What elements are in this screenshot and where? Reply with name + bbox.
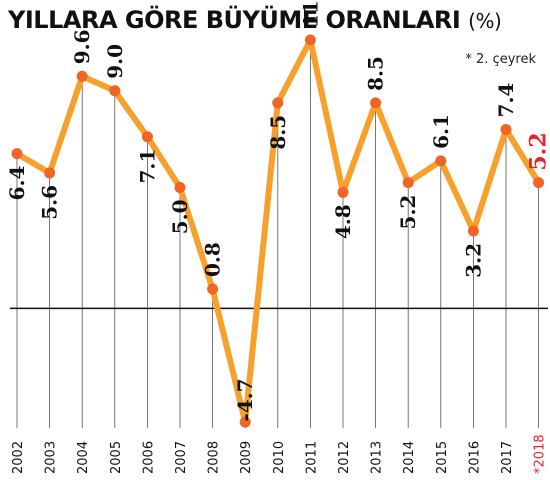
chart-title: YILLARA GÖRE BÜYÜME ORANLARI (%)	[8, 6, 502, 34]
value-label-2015: 6.1	[429, 114, 453, 149]
x-tick-label-2018: *2018	[533, 434, 548, 474]
x-tick-label-2017: 2017	[500, 441, 515, 474]
x-tick-label-2016: 2016	[467, 441, 482, 474]
value-label-2005: 9.0	[103, 44, 127, 79]
x-tick-label-2004: 2004	[76, 441, 91, 474]
value-label-2009: -4.7	[233, 378, 257, 421]
data-point-2008	[207, 283, 219, 295]
data-point-2014	[402, 177, 414, 189]
value-label-2018: 5.2	[526, 132, 550, 170]
x-tick-label-2013: 2013	[370, 441, 385, 474]
value-label-2017: 7.4	[494, 83, 518, 118]
x-tick-label-2007: 2007	[174, 441, 189, 474]
data-point-2004	[76, 70, 88, 82]
x-tick-label-2015: 2015	[435, 441, 450, 474]
data-point-2015	[435, 155, 447, 167]
data-point-2003	[44, 167, 56, 179]
data-point-2009	[239, 416, 251, 428]
data-point-2013	[370, 97, 382, 109]
data-point-2011	[304, 34, 316, 46]
x-tick-label-2006: 2006	[141, 441, 156, 474]
value-label-2012: 4.8	[331, 204, 355, 239]
data-point-2007	[174, 181, 186, 193]
chart-note: * 2. çeyrek	[465, 52, 536, 67]
data-point-2005	[109, 85, 121, 97]
value-label-2002: 6.4	[5, 166, 29, 201]
value-label-2010: 8.5	[266, 115, 290, 150]
data-point-2002	[11, 148, 23, 160]
value-label-2008: 0.8	[201, 242, 225, 277]
value-label-2011: 11.1	[298, 0, 322, 28]
value-label-2006: 7.1	[135, 149, 159, 184]
value-label-2016: 3.2	[461, 243, 485, 278]
x-tick-label-2009: 2009	[239, 441, 254, 474]
value-label-2007: 5.0	[168, 199, 192, 234]
chart-title-text: YILLARA GÖRE BÜYÜME ORANLARI	[8, 6, 461, 34]
x-tick-label-2008: 2008	[207, 441, 222, 474]
data-point-2006	[141, 131, 153, 143]
x-tick-label-2003: 2003	[44, 441, 59, 474]
x-tick-label-2012: 2012	[337, 441, 352, 474]
value-label-2013: 8.5	[364, 56, 388, 91]
value-label-2014: 5.2	[396, 195, 420, 230]
x-tick-label-2010: 2010	[272, 441, 287, 474]
chart-title-unit: (%)	[468, 9, 502, 33]
x-tick-label-2002: 2002	[11, 441, 26, 474]
data-point-2010	[272, 97, 284, 109]
x-tick-label-2014: 2014	[402, 441, 417, 474]
value-label-2003: 5.6	[38, 185, 62, 220]
data-point-2017	[500, 123, 512, 135]
data-point-2018	[533, 177, 545, 189]
x-tick-label-2005: 2005	[109, 441, 124, 474]
value-label-2004: 9.6	[70, 29, 94, 64]
data-point-2012	[337, 186, 349, 198]
x-tick-label-2011: 2011	[304, 441, 319, 474]
data-point-2016	[467, 225, 479, 237]
